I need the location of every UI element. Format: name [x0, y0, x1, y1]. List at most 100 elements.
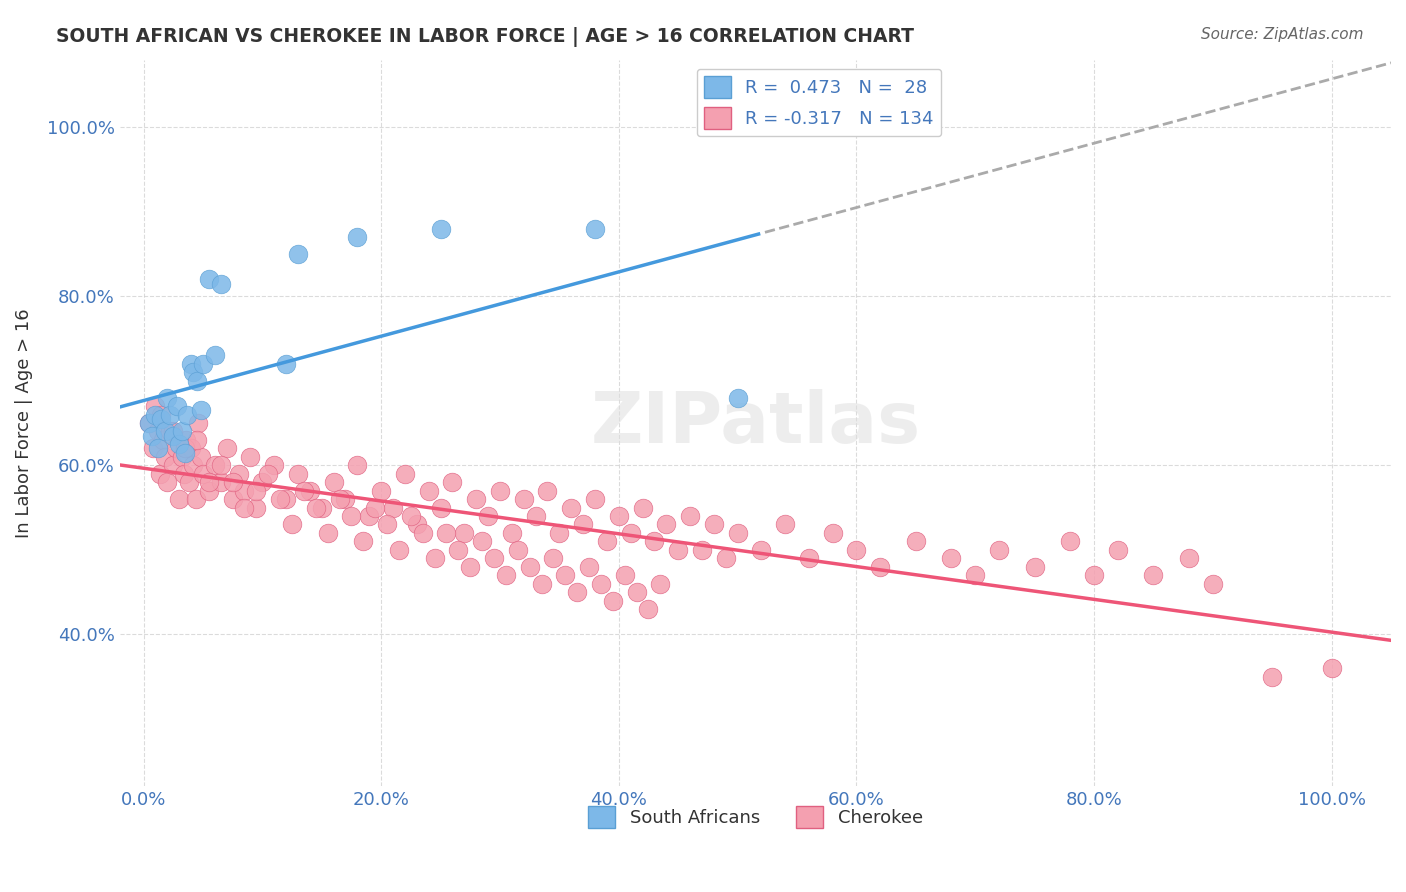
- Cherokee: [352, 534, 374, 549]
- Cherokee: [589, 576, 612, 591]
- Cherokee: [655, 517, 678, 532]
- Cherokee: [482, 551, 505, 566]
- Cherokee: [228, 467, 250, 481]
- Cherokee: [145, 399, 167, 413]
- Cherokee: [560, 500, 582, 515]
- Cherokee: [204, 458, 226, 473]
- South Africans: [198, 272, 221, 286]
- Cherokee: [643, 534, 665, 549]
- Cherokee: [548, 525, 571, 540]
- Cherokee: [150, 408, 173, 422]
- Cherokee: [233, 483, 256, 498]
- Cherokee: [727, 525, 749, 540]
- Cherokee: [1024, 559, 1046, 574]
- Cherokee: [174, 433, 197, 447]
- Cherokee: [904, 534, 927, 549]
- Cherokee: [346, 458, 368, 473]
- Cherokee: [1142, 568, 1164, 582]
- Cherokee: [183, 458, 205, 473]
- Cherokee: [596, 534, 619, 549]
- South Africans: [583, 221, 606, 235]
- South Africans: [190, 403, 212, 417]
- South Africans: [346, 230, 368, 244]
- Cherokee: [170, 450, 193, 464]
- Cherokee: [418, 483, 440, 498]
- Cherokee: [221, 475, 243, 490]
- South Africans: [167, 437, 190, 451]
- Cherokee: [583, 492, 606, 507]
- Text: Source: ZipAtlas.com: Source: ZipAtlas.com: [1201, 27, 1364, 42]
- Cherokee: [620, 525, 643, 540]
- Cherokee: [602, 593, 624, 607]
- Cherokee: [477, 508, 499, 523]
- Cherokee: [162, 458, 184, 473]
- Cherokee: [690, 542, 713, 557]
- Cherokee: [458, 559, 481, 574]
- Cherokee: [233, 500, 256, 515]
- Cherokee: [666, 542, 689, 557]
- South Africans: [204, 348, 226, 362]
- Cherokee: [328, 492, 350, 507]
- Cherokee: [382, 500, 405, 515]
- South Africans: [166, 399, 188, 413]
- Cherokee: [257, 467, 280, 481]
- South Africans: [145, 408, 167, 422]
- South Africans: [429, 221, 451, 235]
- Cherokee: [578, 559, 600, 574]
- Cherokee: [506, 542, 529, 557]
- Cherokee: [298, 483, 321, 498]
- Cherokee: [773, 517, 796, 532]
- Cherokee: [714, 551, 737, 566]
- South Africans: [146, 442, 169, 456]
- Cherokee: [703, 517, 725, 532]
- Cherokee: [335, 492, 357, 507]
- Cherokee: [177, 475, 200, 490]
- Cherokee: [869, 559, 891, 574]
- Cherokee: [1059, 534, 1081, 549]
- South Africans: [170, 425, 193, 439]
- Cherokee: [436, 525, 458, 540]
- South Africans: [727, 391, 749, 405]
- Cherokee: [749, 542, 772, 557]
- Cherokee: [146, 425, 169, 439]
- Cherokee: [292, 483, 315, 498]
- Cherokee: [138, 416, 160, 430]
- Cherokee: [543, 551, 565, 566]
- Cherokee: [281, 517, 304, 532]
- Cherokee: [554, 568, 576, 582]
- South Africans: [141, 428, 163, 442]
- Cherokee: [263, 458, 285, 473]
- South Africans: [191, 357, 214, 371]
- Cherokee: [388, 542, 411, 557]
- Cherokee: [162, 425, 184, 439]
- South Africans: [287, 247, 309, 261]
- Cherokee: [650, 576, 672, 591]
- Cherokee: [821, 525, 844, 540]
- Cherokee: [412, 525, 434, 540]
- Cherokee: [637, 602, 659, 616]
- Cherokee: [209, 475, 232, 490]
- Cherokee: [165, 442, 187, 456]
- South Africans: [180, 357, 202, 371]
- Cherokee: [174, 442, 197, 456]
- Cherokee: [607, 508, 630, 523]
- Cherokee: [239, 450, 262, 464]
- South Africans: [159, 408, 181, 422]
- Cherokee: [1083, 568, 1105, 582]
- Cherokee: [471, 534, 494, 549]
- Cherokee: [524, 508, 547, 523]
- Cherokee: [159, 425, 181, 439]
- Cherokee: [941, 551, 963, 566]
- Cherokee: [501, 525, 523, 540]
- Y-axis label: In Labor Force | Age > 16: In Labor Force | Age > 16: [15, 309, 32, 538]
- Cherokee: [399, 508, 422, 523]
- Cherokee: [186, 433, 208, 447]
- Cherokee: [153, 450, 176, 464]
- Cherokee: [519, 559, 541, 574]
- Cherokee: [187, 416, 209, 430]
- Cherokee: [441, 475, 464, 490]
- South Africans: [176, 408, 198, 422]
- Cherokee: [173, 467, 195, 481]
- Cherokee: [316, 525, 339, 540]
- Cherokee: [572, 517, 595, 532]
